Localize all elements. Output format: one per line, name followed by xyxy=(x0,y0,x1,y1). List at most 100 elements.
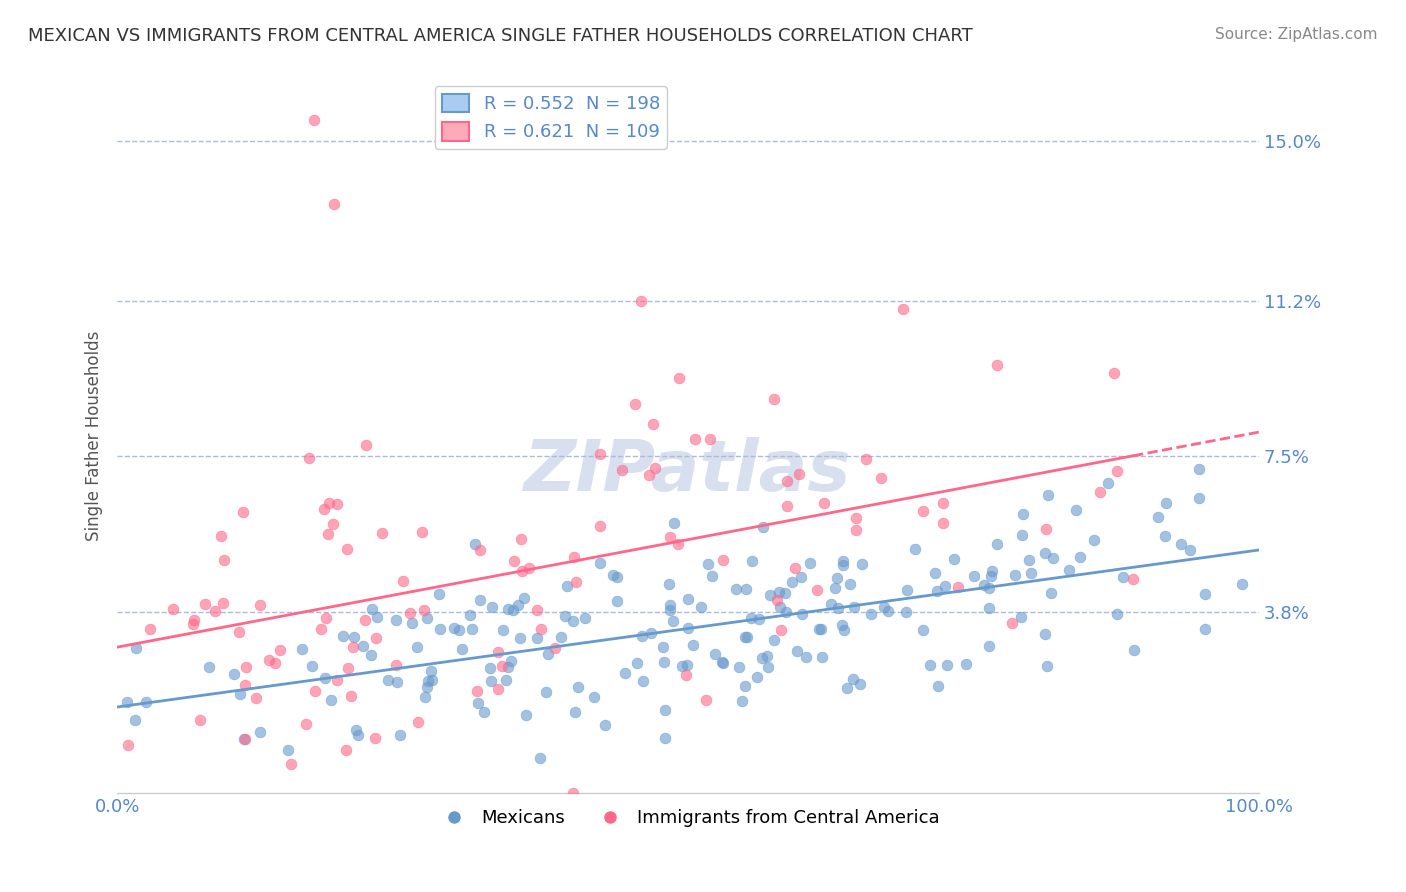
Point xyxy=(263,657,285,671)
Point xyxy=(406,715,429,730)
Point xyxy=(336,660,359,674)
Point xyxy=(385,658,408,673)
Point xyxy=(316,526,339,541)
Point xyxy=(321,693,343,707)
Point xyxy=(269,643,291,657)
Point xyxy=(820,598,842,612)
Point xyxy=(249,724,271,739)
Point xyxy=(309,622,332,636)
Point xyxy=(980,569,1002,583)
Point xyxy=(702,568,724,582)
Point xyxy=(565,574,588,589)
Point xyxy=(344,723,367,737)
Point xyxy=(1039,585,1062,599)
Point xyxy=(332,629,354,643)
Point xyxy=(811,650,834,665)
Point xyxy=(1010,610,1032,624)
Point xyxy=(486,645,509,659)
Point xyxy=(773,586,796,600)
Point xyxy=(1033,626,1056,640)
Point xyxy=(458,608,481,623)
Point xyxy=(295,717,318,731)
Legend: Mexicans, Immigrants from Central America: Mexicans, Immigrants from Central Americ… xyxy=(429,802,948,834)
Point xyxy=(756,648,779,663)
Point xyxy=(530,623,553,637)
Point xyxy=(785,561,807,575)
Point xyxy=(824,581,846,595)
Point xyxy=(810,622,832,636)
Point xyxy=(364,731,387,745)
Point xyxy=(308,807,330,822)
Point xyxy=(659,598,682,612)
Point xyxy=(491,623,513,637)
Point xyxy=(786,644,808,658)
Point xyxy=(302,112,325,127)
Point xyxy=(792,607,814,621)
Point xyxy=(183,613,205,627)
Point xyxy=(654,655,676,669)
Point xyxy=(389,728,412,742)
Point xyxy=(385,614,408,628)
Point xyxy=(564,550,586,565)
Point xyxy=(927,583,949,598)
Point xyxy=(212,553,235,567)
Point xyxy=(1036,488,1059,502)
Point xyxy=(486,682,509,697)
Point xyxy=(1230,576,1253,591)
Point xyxy=(894,605,917,619)
Point xyxy=(461,622,484,636)
Point xyxy=(371,525,394,540)
Point xyxy=(322,516,344,531)
Point xyxy=(562,614,585,628)
Point xyxy=(641,417,664,432)
Point xyxy=(838,577,860,591)
Point xyxy=(583,690,606,704)
Point xyxy=(699,432,721,446)
Point xyxy=(946,580,969,594)
Point xyxy=(416,681,439,695)
Point xyxy=(235,660,257,674)
Point xyxy=(1194,587,1216,601)
Point xyxy=(1090,485,1112,500)
Point xyxy=(932,496,955,510)
Point xyxy=(724,582,747,596)
Point xyxy=(472,705,495,719)
Point xyxy=(666,537,689,551)
Point xyxy=(181,617,204,632)
Point xyxy=(198,660,221,674)
Point xyxy=(849,677,872,691)
Point xyxy=(479,661,502,675)
Point xyxy=(710,655,733,669)
Point xyxy=(1018,553,1040,567)
Text: MEXICAN VS IMMIGRANTS FROM CENTRAL AMERICA SINGLE FATHER HOUSEHOLDS CORRELATION : MEXICAN VS IMMIGRANTS FROM CENTRAL AMERI… xyxy=(28,27,973,45)
Point xyxy=(711,552,734,566)
Point xyxy=(768,585,790,599)
Point xyxy=(1083,533,1105,547)
Point xyxy=(658,577,681,591)
Point xyxy=(735,582,758,597)
Point xyxy=(343,630,366,644)
Point xyxy=(204,604,226,618)
Point xyxy=(1153,528,1175,542)
Point xyxy=(776,474,799,488)
Point xyxy=(1188,462,1211,476)
Point xyxy=(756,660,779,674)
Point xyxy=(911,504,934,518)
Point xyxy=(335,743,357,757)
Point xyxy=(606,570,628,584)
Point xyxy=(659,603,682,617)
Point xyxy=(508,598,530,612)
Point xyxy=(765,592,787,607)
Point xyxy=(825,571,848,585)
Point xyxy=(682,638,704,652)
Point xyxy=(509,533,531,547)
Point xyxy=(799,557,821,571)
Point xyxy=(526,632,548,646)
Point xyxy=(748,612,770,626)
Point xyxy=(392,574,415,588)
Point xyxy=(986,358,1008,372)
Point xyxy=(873,600,896,615)
Point xyxy=(654,731,676,745)
Point xyxy=(555,579,578,593)
Point xyxy=(1122,572,1144,586)
